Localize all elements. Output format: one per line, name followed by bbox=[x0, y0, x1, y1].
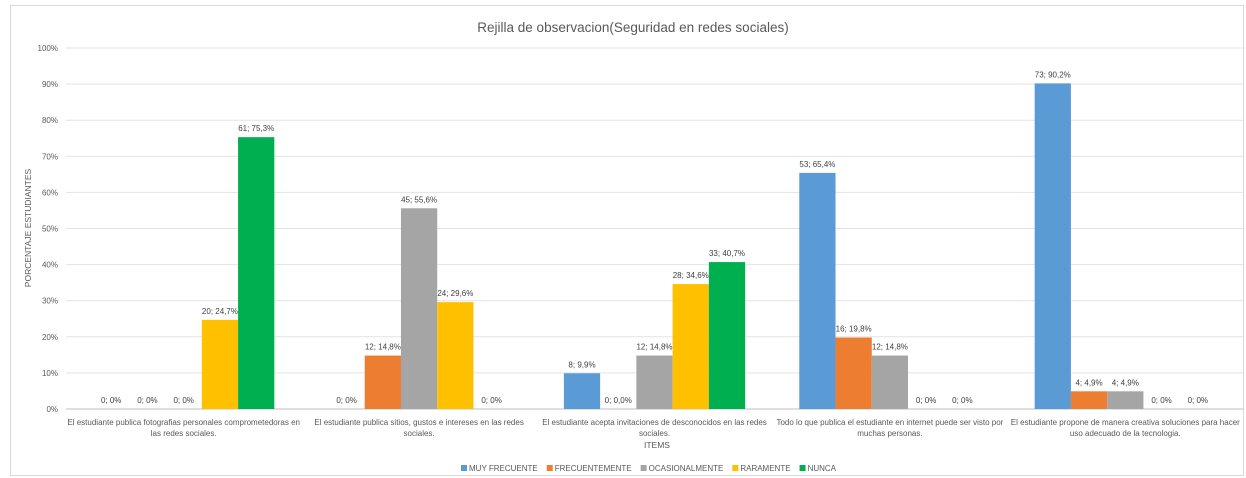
data-label: 16; 19,8% bbox=[836, 325, 872, 334]
data-label: 24; 29,6% bbox=[437, 289, 473, 298]
y-tick-label: 50% bbox=[42, 225, 58, 234]
y-tick-label: 40% bbox=[42, 261, 58, 270]
bar bbox=[636, 355, 673, 409]
data-label: 8; 9,9% bbox=[568, 360, 595, 369]
y-tick-label: 30% bbox=[42, 297, 58, 306]
data-label: 0; 0,0% bbox=[605, 396, 632, 405]
bar bbox=[871, 355, 909, 409]
legend-swatch bbox=[461, 465, 467, 471]
y-tick-label: 20% bbox=[42, 333, 58, 342]
y-tick-label: 90% bbox=[42, 80, 58, 89]
data-label: 0; 0% bbox=[1188, 396, 1208, 405]
bar bbox=[201, 319, 239, 409]
y-tick-label: 0% bbox=[46, 405, 58, 414]
y-axis-ticks: 0% 10% 20% 30% 40% 50% 60% 70% 80% 90% 100% bbox=[38, 44, 58, 414]
x-category-label: El estudiante publica fotografias person… bbox=[67, 418, 300, 438]
x-category-label: El estudiante propone de manera creativa… bbox=[1011, 418, 1240, 438]
legend-label: MUY FRECUENTE bbox=[469, 464, 538, 473]
y-axis-title: PORCENTAJE ESTUDIANTES bbox=[23, 168, 33, 287]
data-label: 53; 65,4% bbox=[799, 160, 835, 169]
y-tick-label: 70% bbox=[42, 152, 58, 161]
y-tick-label: 80% bbox=[42, 116, 58, 125]
y-tick-label: 60% bbox=[42, 188, 58, 197]
data-label: 28; 34,6% bbox=[673, 271, 709, 280]
x-category-label: El estudiante acepta invitaciones de des… bbox=[542, 418, 767, 438]
bar-chart: Rejilla de observacion(Seguridad en rede… bbox=[23, 20, 1243, 473]
data-label: 20; 24,7% bbox=[202, 307, 238, 316]
bar bbox=[1107, 391, 1144, 409]
legend-swatch bbox=[546, 465, 553, 471]
data-label: 0; 0% bbox=[1151, 396, 1171, 405]
data-label: 73; 90,2% bbox=[1035, 70, 1071, 79]
legend-label: OCASIONALMENTE bbox=[649, 464, 724, 473]
x-axis-title: ITEMS bbox=[644, 440, 670, 450]
chart-frame: Rejilla de observacion(Seguridad en rede… bbox=[10, 5, 1244, 476]
bars bbox=[201, 83, 1144, 410]
data-label: 0; 0% bbox=[173, 396, 193, 405]
data-label: 0; 0% bbox=[336, 396, 356, 405]
data-label: 61; 75,3% bbox=[238, 124, 274, 133]
y-tick-label: 100% bbox=[38, 44, 58, 53]
bar bbox=[364, 355, 401, 409]
legend-label: FRECUENTEMENTE bbox=[555, 464, 632, 473]
bar bbox=[708, 262, 746, 409]
bar bbox=[1034, 83, 1071, 410]
data-label: 0; 0% bbox=[101, 396, 121, 405]
data-label: 0; 0% bbox=[952, 396, 972, 405]
data-label: 12; 14,8% bbox=[636, 343, 672, 352]
bar bbox=[835, 337, 872, 409]
bar bbox=[563, 373, 601, 409]
bar bbox=[400, 208, 438, 409]
data-label: 33; 40,7% bbox=[709, 249, 745, 258]
legend-label: NUNCA bbox=[808, 464, 837, 473]
chart-title: Rejilla de observacion(Seguridad en rede… bbox=[477, 20, 788, 35]
data-label: 0; 0% bbox=[481, 396, 501, 405]
x-category-label: El estudiante publica sitios, gustos e i… bbox=[314, 418, 523, 438]
data-label: 4; 4,9% bbox=[1112, 378, 1139, 387]
legend: MUY FRECUENTE FRECUENTEMENTE OCASIONALMENT… bbox=[461, 464, 837, 473]
data-labels: 0; 0% 0; 0% 0; 0% 20; 24,7% 61; 75,3% 0; 0% 12… bbox=[101, 70, 1208, 405]
data-label: 12; 14,8% bbox=[872, 343, 908, 352]
legend-swatch bbox=[732, 465, 739, 471]
x-category-label: Todo lo que publica el estudiante en int… bbox=[776, 418, 1003, 438]
data-label: 4; 4,9% bbox=[1075, 378, 1102, 387]
legend-swatch bbox=[799, 465, 806, 471]
bar bbox=[799, 172, 836, 409]
legend-swatch bbox=[640, 465, 647, 471]
data-label: 0; 0% bbox=[137, 396, 157, 405]
bar bbox=[672, 284, 709, 409]
data-label: 45; 55,6% bbox=[401, 195, 437, 204]
data-label: 12; 14,8% bbox=[365, 343, 401, 352]
data-label: 0; 0% bbox=[916, 396, 936, 405]
bar bbox=[1070, 391, 1108, 409]
legend-label: RARAMENTE bbox=[740, 464, 790, 473]
x-axis-categories: El estudiante publica fotografias person… bbox=[67, 418, 1240, 438]
y-tick-label: 10% bbox=[42, 369, 58, 378]
bar bbox=[238, 137, 275, 410]
bar bbox=[437, 302, 474, 409]
